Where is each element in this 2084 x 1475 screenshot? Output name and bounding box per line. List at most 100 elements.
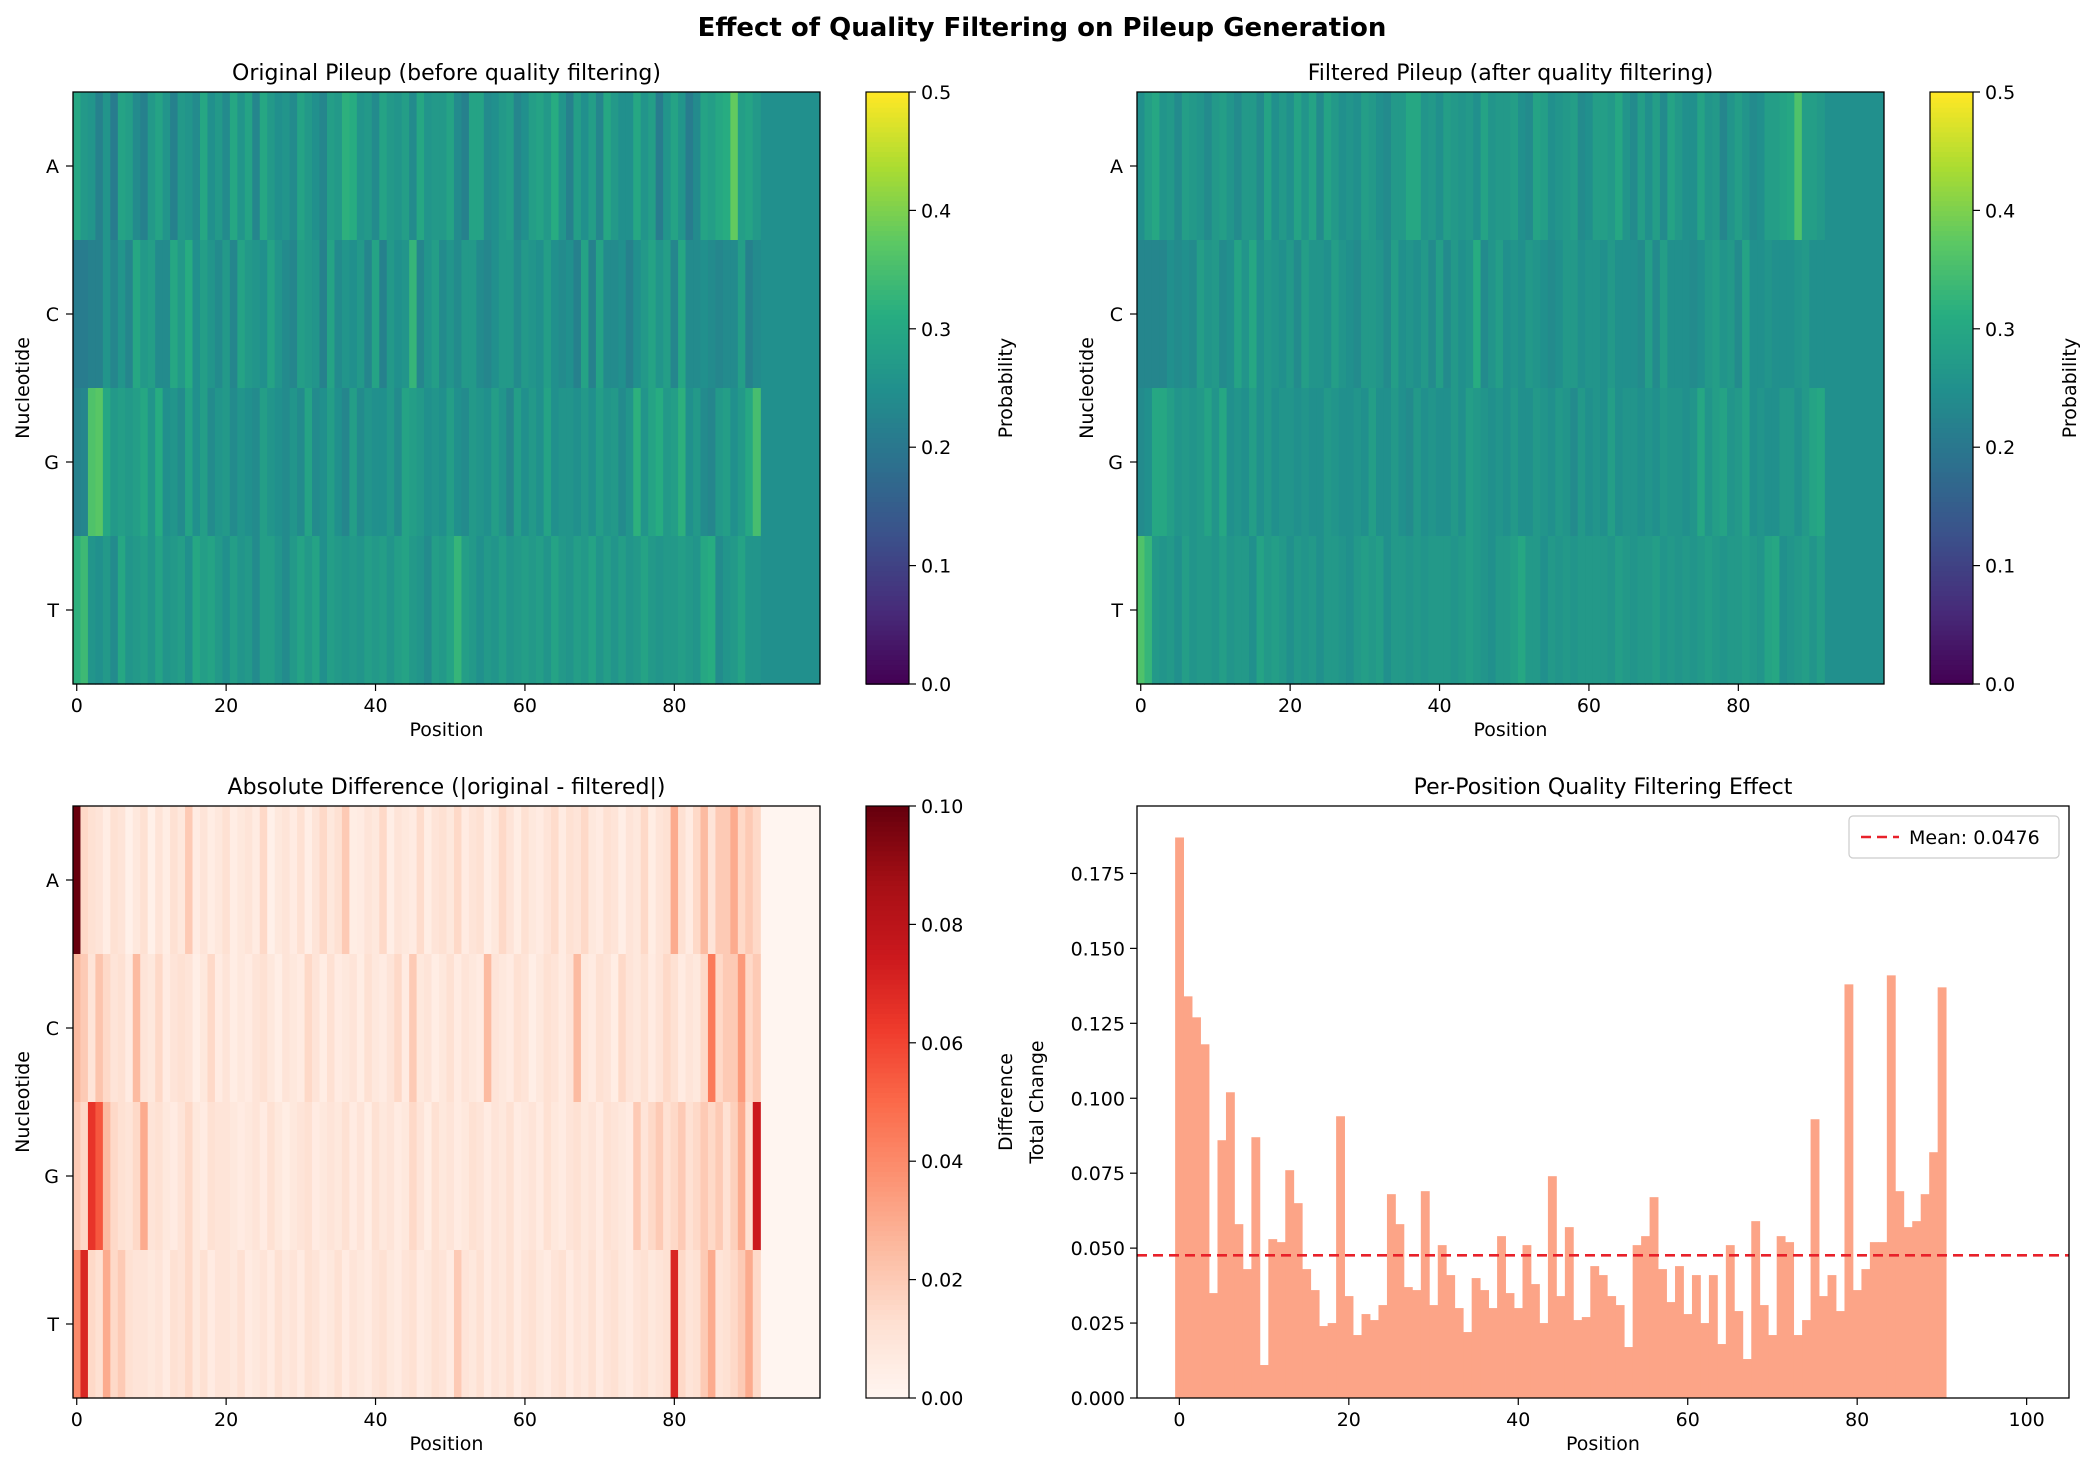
heatmap-cell (446, 1250, 455, 1399)
heatmap-cell (439, 1102, 448, 1251)
colorbar-segment (866, 1072, 909, 1079)
heatmap-cell (700, 92, 709, 241)
colorbar-segment (866, 1274, 909, 1281)
heatmap-cell (618, 1102, 627, 1251)
colorbar-segment (1930, 605, 1973, 611)
bar (1412, 1290, 1422, 1398)
colorbar-segment (1930, 333, 1973, 340)
heatmap-cell (147, 388, 156, 537)
y-tick-label: C (46, 1018, 59, 1040)
heatmap-cell (1361, 240, 1370, 389)
heatmap-cell (625, 806, 634, 955)
bar (1708, 1275, 1718, 1398)
colorbar-segment (866, 1383, 909, 1389)
heatmap-cell (1585, 92, 1594, 241)
colorbar-segment (866, 639, 909, 646)
heatmap-cell (685, 1250, 694, 1399)
colorbar-segment (1930, 328, 1973, 335)
colorbar-segment (1930, 92, 1973, 98)
heatmap-cell (1271, 536, 1280, 685)
colorbar-segment (866, 1176, 909, 1182)
heatmap-cell (663, 806, 672, 955)
y-tick-label: 0.175 (1071, 863, 1125, 885)
colorbar-segment (866, 131, 909, 138)
heatmap-cell (737, 536, 746, 685)
heatmap-cell (364, 92, 373, 241)
heatmap-cell (648, 1250, 657, 1399)
heatmap-cell (282, 92, 291, 241)
colorbar-frame (865, 805, 910, 1399)
heatmap-cell (214, 1250, 223, 1399)
colorbar-segment (1930, 496, 1973, 503)
heatmap-cell (259, 536, 268, 685)
colorbar-segment (866, 1269, 909, 1276)
heatmap-cell (1398, 240, 1407, 389)
heatmap-cell (580, 1102, 590, 1251)
heatmap-cell (371, 388, 380, 537)
colorbar-segment (866, 348, 909, 355)
heatmap-cell (87, 1250, 97, 1399)
heatmap-cell (1517, 92, 1527, 241)
colorbar-segment (866, 170, 909, 177)
heatmap-cell (102, 240, 111, 389)
heatmap-cell (558, 1102, 567, 1251)
heatmap-cell (1323, 536, 1332, 685)
heatmap-cell (192, 388, 201, 537)
heatmap-cell (1181, 92, 1190, 241)
heatmap-cell (222, 954, 231, 1103)
heatmap-cell (595, 954, 604, 1103)
heatmap-cell (685, 1102, 694, 1251)
x-tick-label: 20 (214, 1409, 238, 1431)
colorbar-segment (866, 190, 909, 197)
heatmap-cell (95, 1102, 104, 1251)
bar (1768, 1335, 1778, 1398)
heatmap-cell (1697, 240, 1706, 389)
colorbar-segment (866, 575, 909, 582)
bar (1759, 1305, 1769, 1398)
heatmap-cell (401, 536, 410, 685)
heatmap-cell (595, 1102, 604, 1251)
heatmap-cell (1316, 92, 1325, 241)
heatmap-cell (117, 806, 126, 955)
heatmap-cell (1495, 388, 1504, 537)
heatmap-cell (1607, 92, 1616, 241)
colorbar-segment (866, 106, 909, 113)
y-tick-label: T (46, 600, 59, 622)
heatmap-cell (140, 954, 149, 1103)
heatmap-cell (229, 806, 238, 955)
heatmap-cell (580, 954, 590, 1103)
heatmap-cell (282, 806, 291, 955)
bar (1200, 1044, 1210, 1398)
colorbar-segment (1930, 284, 1973, 291)
heatmap-cell (237, 536, 246, 685)
heatmap-cell (1585, 536, 1594, 685)
heatmap-cell (1234, 388, 1243, 537)
heatmap-cell (693, 1250, 702, 1399)
colorbar-segment (866, 1245, 909, 1251)
colorbar-segment (1930, 610, 1973, 616)
heatmap-cell (595, 92, 604, 241)
heatmap-cell (640, 1250, 649, 1399)
heatmap-cell (603, 1250, 612, 1399)
bar (1895, 1191, 1905, 1398)
bar (1395, 1224, 1405, 1398)
colorbar-segment (866, 664, 909, 670)
colorbar-segment (1930, 634, 1973, 641)
heatmap-cell (1786, 388, 1795, 537)
heatmap-cell (237, 92, 246, 241)
bar (1310, 1290, 1320, 1398)
bar (1217, 1140, 1227, 1398)
heatmap-cell (155, 388, 164, 537)
colorbar-segment (866, 1299, 909, 1306)
bar (1446, 1275, 1456, 1398)
heatmap-cell (409, 388, 418, 537)
heatmap-cell (491, 240, 500, 389)
heatmap-cell (170, 536, 179, 685)
heatmap-cell (1727, 92, 1736, 241)
heatmap-cell (1495, 536, 1504, 685)
heatmap-cell (185, 954, 194, 1103)
colorbar-segment (1930, 545, 1973, 552)
heatmap-cell (1570, 536, 1579, 685)
heatmap-cell (1144, 92, 1153, 241)
heatmap-cell (722, 388, 731, 537)
